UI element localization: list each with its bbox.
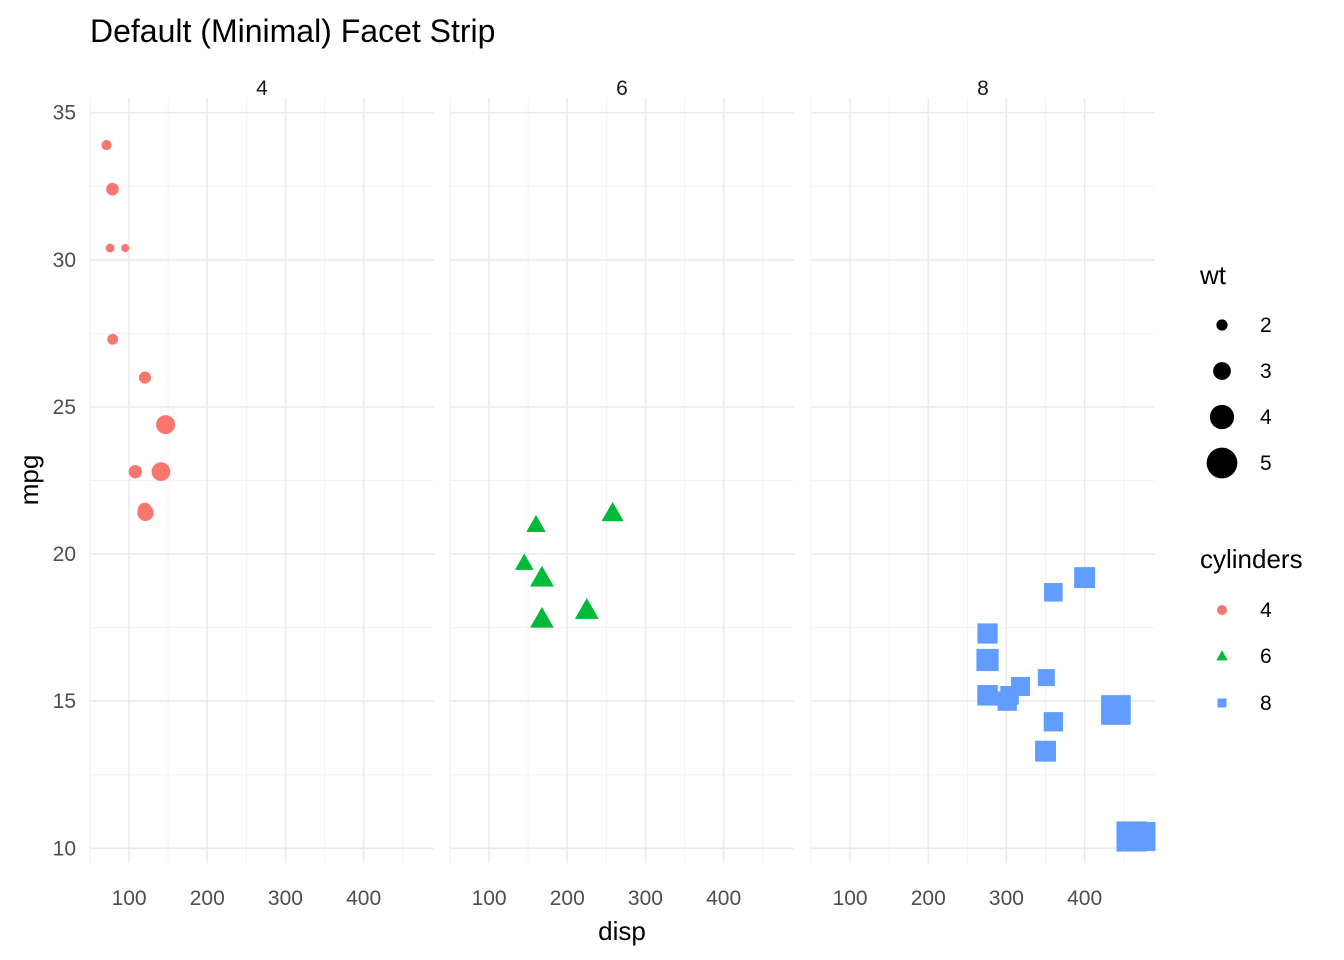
- data-point: [101, 139, 112, 151]
- cylinders-legend-label: 4: [1260, 599, 1272, 622]
- size-legend-label: 5: [1260, 452, 1272, 475]
- data-point: [574, 598, 599, 619]
- data-point: [105, 243, 115, 253]
- data-point: [138, 371, 152, 384]
- data-point: [1116, 821, 1147, 852]
- x-tick-label: 100: [112, 887, 147, 910]
- x-tick-label: 400: [346, 887, 381, 910]
- data-point: [121, 244, 130, 253]
- size-legend-label: 4: [1260, 406, 1272, 429]
- size-legend-label: 2: [1260, 314, 1272, 337]
- x-tick-label: 200: [190, 887, 225, 910]
- x-axis-title: disp: [598, 916, 646, 946]
- size-legend-title: wt: [1199, 260, 1227, 290]
- chart-title: Default (Minimal) Facet Strip: [90, 13, 495, 49]
- data-point: [977, 685, 998, 706]
- x-tick-label: 200: [911, 887, 946, 910]
- y-tick-label: 25: [53, 396, 76, 419]
- cylinders-legend-key: [1217, 605, 1227, 615]
- cylinders-legend-label: 8: [1260, 692, 1272, 715]
- data-point: [1044, 583, 1063, 602]
- data-point: [1101, 695, 1131, 725]
- data-point: [1037, 669, 1055, 687]
- cylinders-legend-key: [1216, 650, 1228, 661]
- x-tick-label: 300: [628, 887, 663, 910]
- data-point: [526, 514, 546, 532]
- facet-panel-4: 4 100 200 300 400: [89, 77, 434, 910]
- data-point: [530, 606, 554, 628]
- data-point: [106, 182, 119, 196]
- facet-panel-8: 8 100 200 300 400: [810, 77, 1156, 910]
- data-point: [137, 502, 152, 518]
- x-tick-label: 200: [550, 887, 585, 910]
- data-point: [1074, 567, 1096, 589]
- color-legend-title: cylinders: [1200, 544, 1303, 574]
- size-legend-key: [1206, 447, 1238, 479]
- data-point: [530, 565, 554, 587]
- data-point: [997, 691, 1017, 711]
- x-tick-label: 300: [268, 887, 303, 910]
- data-point: [601, 501, 624, 522]
- facet-strip-label: 4: [256, 77, 268, 100]
- data-point: [151, 462, 171, 482]
- y-tick-label: 30: [53, 249, 76, 272]
- data-point: [128, 465, 143, 479]
- data-point: [976, 648, 999, 672]
- size-legend-key: [1213, 362, 1231, 380]
- data-point: [1043, 712, 1064, 732]
- data-point: [156, 415, 176, 435]
- y-axis-title: mpg: [14, 455, 44, 506]
- cylinders-legend-label: 6: [1260, 645, 1272, 668]
- y-tick-label: 10: [53, 837, 76, 860]
- x-tick-label: 100: [833, 887, 868, 910]
- data-point: [1035, 740, 1056, 762]
- y-tick-label: 35: [53, 102, 76, 125]
- cylinders-legend-key: [1217, 698, 1227, 708]
- facet-panels: 4 100 200 300 400 6 100 200 300 400 8 100 200 300 400: [89, 77, 1156, 910]
- legends: wt 2 3 4 5 cylinders 4 6 8: [1199, 260, 1303, 715]
- x-tick-label: 400: [706, 887, 741, 910]
- facet-strip-label: 8: [977, 77, 989, 100]
- facet-strip-label: 6: [616, 77, 628, 100]
- data-point: [977, 623, 998, 644]
- x-tick-label: 300: [989, 887, 1024, 910]
- x-tick-label: 400: [1067, 887, 1102, 910]
- size-legend-key: [1209, 404, 1235, 430]
- y-tick-label: 20: [53, 543, 76, 566]
- facet-panel-6: 6 100 200 300 400: [449, 77, 794, 910]
- x-tick-label: 100: [472, 887, 507, 910]
- data-point: [107, 333, 119, 345]
- y-tick-label: 15: [53, 690, 76, 713]
- size-legend-key: [1216, 319, 1228, 331]
- size-legend-label: 3: [1260, 360, 1272, 383]
- data-point: [514, 553, 534, 570]
